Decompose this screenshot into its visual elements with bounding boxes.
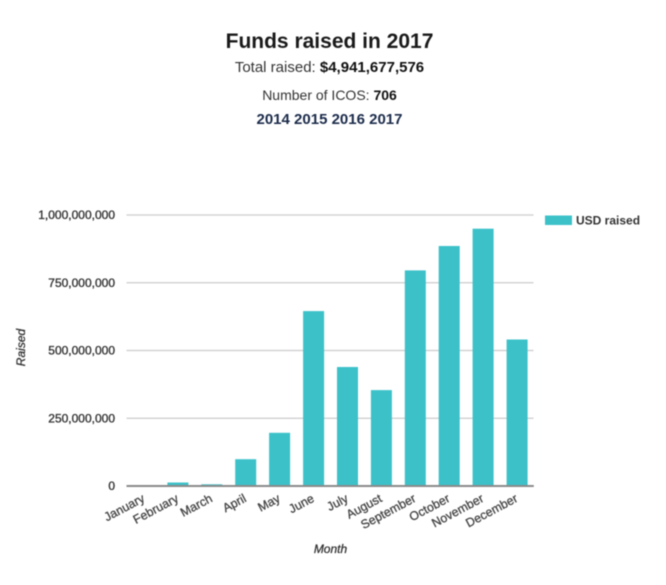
svg-text:April: April: [220, 491, 248, 515]
svg-text:June: June: [286, 491, 316, 516]
svg-text:Month: Month: [314, 542, 348, 556]
svg-text:USD raised: USD raised: [576, 214, 640, 228]
svg-text:May: May: [255, 491, 283, 515]
svg-text:750,000,000: 750,000,000: [48, 276, 115, 290]
svg-text:500,000,000: 500,000,000: [48, 344, 115, 358]
svg-text:250,000,000: 250,000,000: [48, 411, 115, 425]
svg-text:Raised: Raised: [14, 329, 28, 367]
svg-text:March: March: [178, 491, 215, 519]
svg-text:0: 0: [108, 479, 115, 493]
svg-text:1,000,000,000: 1,000,000,000: [38, 208, 115, 222]
